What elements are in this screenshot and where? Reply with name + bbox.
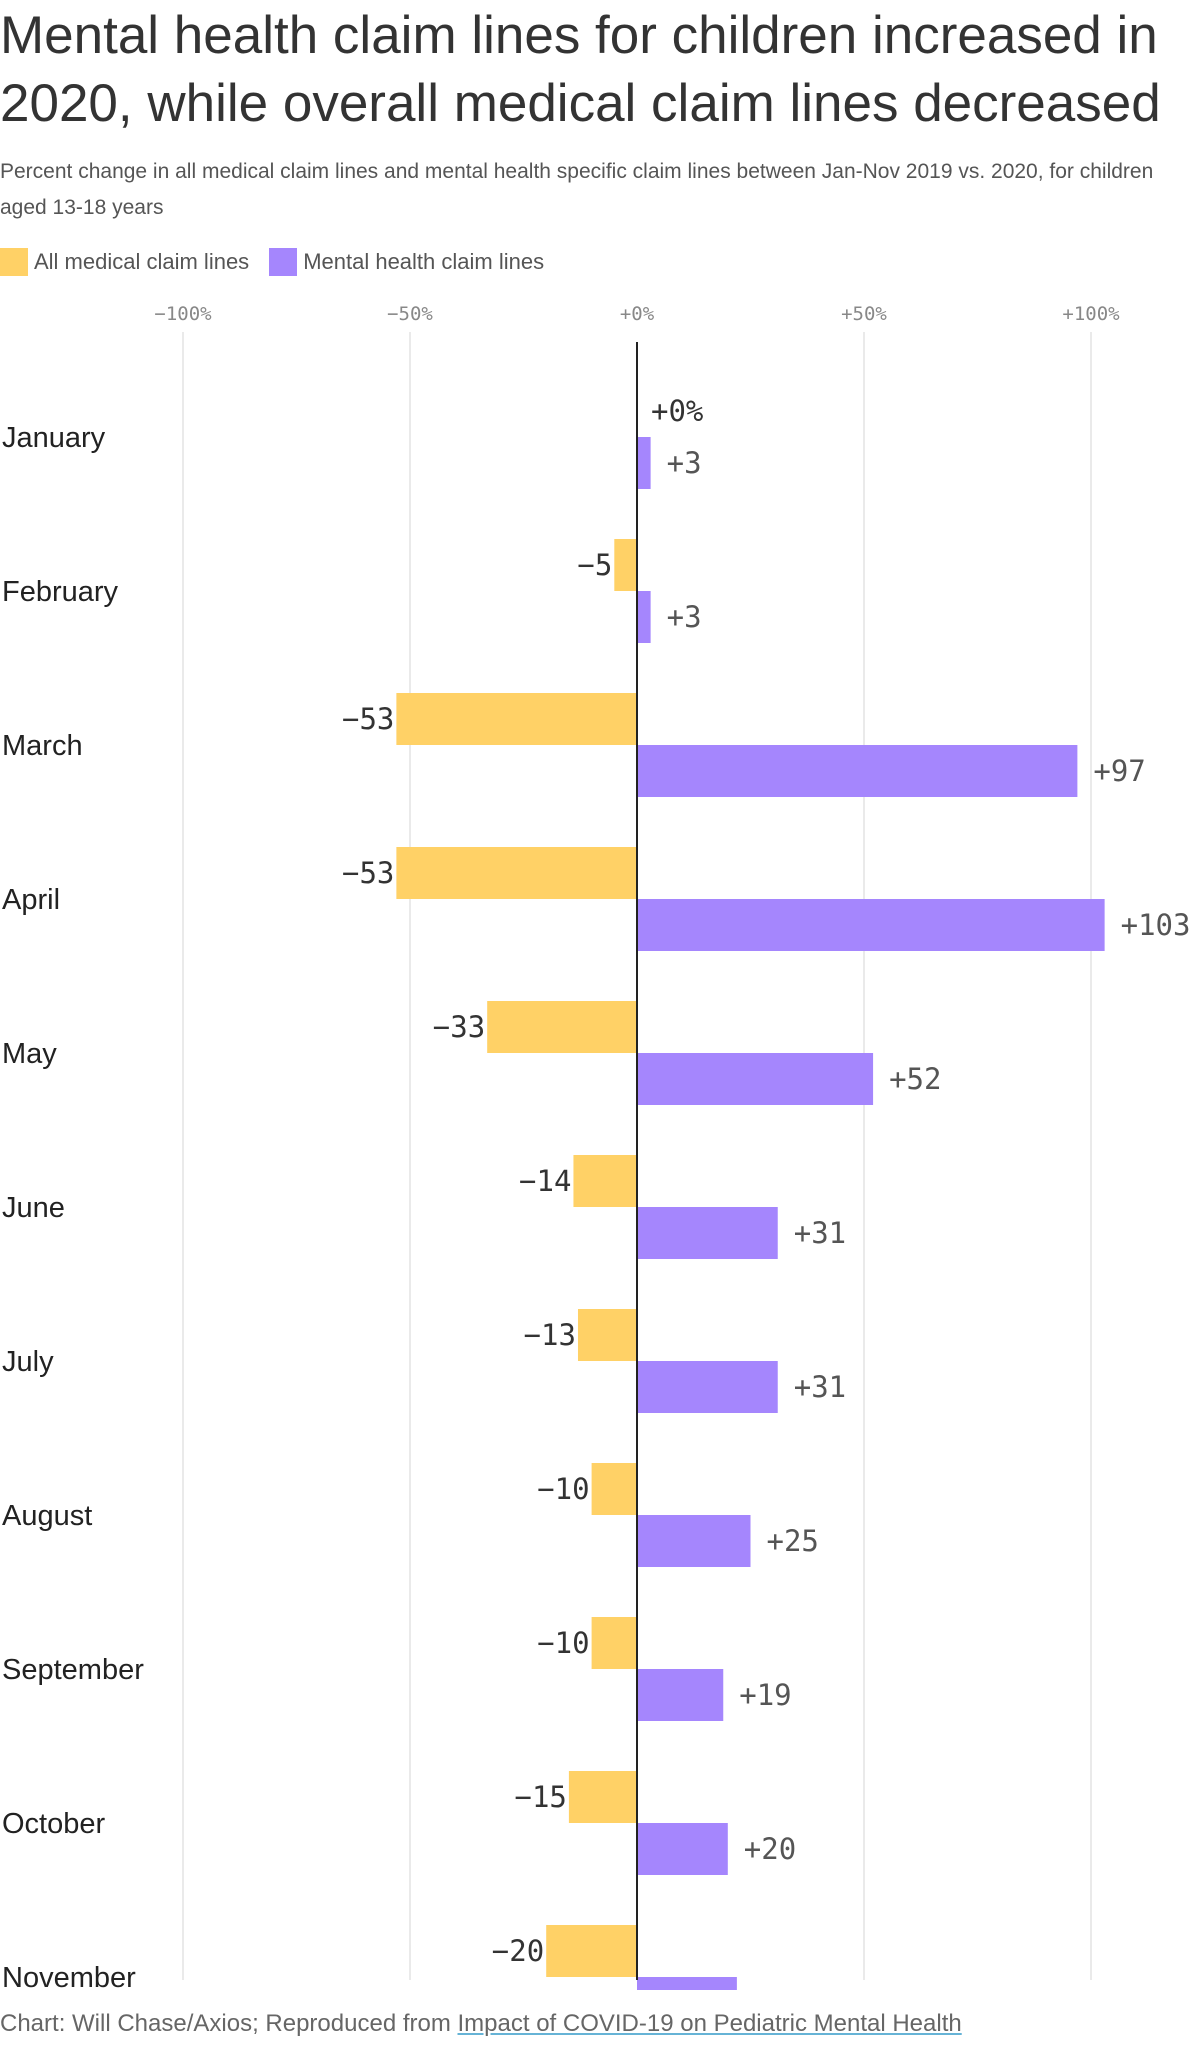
- category-label: August: [2, 1500, 92, 1532]
- data-label-all-medical: −20: [492, 1934, 544, 1968]
- data-label-mental-health: +3: [667, 446, 702, 480]
- category-label: May: [2, 1038, 57, 1070]
- bar-mental-health: [637, 745, 1078, 797]
- data-label-mental-health: +3: [667, 600, 702, 634]
- footer-credit: Chart: Will Chase/Axios; Reproduced from: [0, 2010, 458, 2037]
- data-label-mental-health: +19: [739, 1678, 791, 1712]
- x-tick-label: +0%: [620, 303, 655, 325]
- bar-mental-health: [637, 1823, 728, 1875]
- category-label: June: [2, 1192, 65, 1224]
- legend-swatch-all-medical: [0, 248, 28, 276]
- data-label-all-medical: −13: [524, 1318, 576, 1352]
- chart-title: Mental health claim lines for children i…: [0, 6, 1161, 133]
- category-label: October: [2, 1808, 105, 1840]
- data-label-mental-health: +103: [1121, 908, 1191, 942]
- x-tick-label: +100%: [1062, 303, 1120, 325]
- data-label-all-medical: −33: [433, 1010, 485, 1044]
- bar-all-medical: [487, 1001, 637, 1053]
- data-label-all-medical: −5: [577, 548, 612, 582]
- data-label-mental-health: +25: [767, 1524, 819, 1558]
- bar-all-medical: [614, 539, 637, 591]
- legend: All medical claim lines Mental health cl…: [0, 247, 564, 277]
- legend-label-mental-health: Mental health claim lines: [303, 249, 545, 274]
- category-label: September: [2, 1654, 144, 1686]
- bar-chart: −100% −50% +0% +50% +100% January +0% +3 Februar…: [2, 303, 1191, 1990]
- data-label-mental-health: +52: [889, 1062, 941, 1096]
- chart-footer: Chart: Will Chase/Axios; Reproduced from…: [0, 2010, 962, 2038]
- bar-all-medical: [573, 1155, 637, 1207]
- bar-all-medical: [396, 847, 637, 899]
- category-label: February: [2, 576, 119, 608]
- data-label-mental-health: +31: [794, 1216, 846, 1250]
- bar-mental-health: [637, 1207, 778, 1259]
- data-label-mental-health: +22: [753, 1986, 805, 1990]
- legend-label-all-medical: All medical claim lines: [34, 249, 250, 274]
- bar-all-medical: [396, 693, 637, 745]
- data-label-all-medical: −15: [515, 1780, 567, 1814]
- data-label-all-medical: +0%: [651, 394, 703, 428]
- bar-mental-health: [637, 1515, 751, 1567]
- bar-mental-health: [637, 899, 1105, 951]
- x-tick-label: −50%: [387, 303, 433, 325]
- bar-mental-health: [637, 1977, 737, 1990]
- category-label: July: [2, 1346, 54, 1378]
- legend-swatch-mental-health: [269, 248, 298, 276]
- bar-mental-health: [637, 591, 651, 643]
- data-label-all-medical: −53: [342, 856, 394, 890]
- data-label-all-medical: −10: [537, 1472, 589, 1506]
- source-link[interactable]: Impact of COVID-19 on Pediatric Mental H…: [457, 2010, 962, 2037]
- category-label: November: [2, 1962, 136, 1990]
- data-label-mental-health: +20: [744, 1832, 796, 1866]
- data-label-mental-health: +31: [794, 1370, 846, 1404]
- category-label: January: [2, 422, 106, 454]
- data-label-mental-health: +97: [1093, 754, 1145, 788]
- bar-all-medical: [568, 1771, 637, 1823]
- data-label-all-medical: −53: [342, 702, 394, 736]
- data-label-all-medical: −10: [537, 1626, 589, 1660]
- bar-mental-health: [637, 1361, 778, 1413]
- bar-all-medical: [591, 1617, 637, 1669]
- category-label: March: [2, 730, 83, 762]
- chart-subtitle: Percent change in all medical claim line…: [0, 160, 1154, 219]
- legend-item-all-medical: All medical claim lines: [0, 248, 249, 276]
- bar-mental-health: [637, 437, 651, 489]
- bar-all-medical: [591, 1463, 637, 1515]
- x-tick-label: +50%: [841, 303, 887, 325]
- data-label-all-medical: −14: [519, 1164, 571, 1198]
- x-tick-label: −100%: [154, 303, 212, 325]
- bar-all-medical: [546, 1925, 637, 1977]
- category-label: April: [2, 884, 60, 916]
- bar-mental-health: [637, 1053, 874, 1105]
- bar-all-medical: [577, 1309, 637, 1361]
- legend-item-mental-health: Mental health claim lines: [269, 248, 544, 276]
- bar-mental-health: [637, 1669, 724, 1721]
